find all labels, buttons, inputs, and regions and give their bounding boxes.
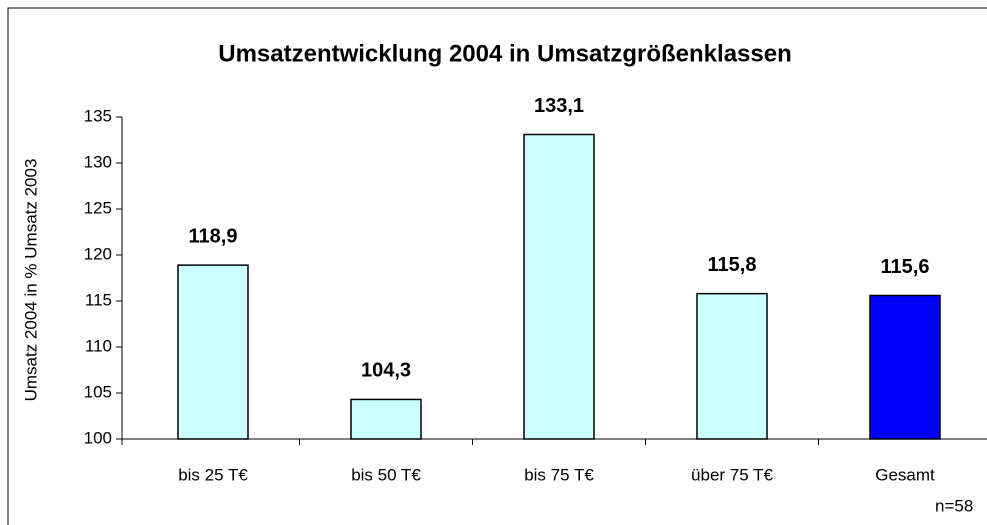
value-label: 104,3 bbox=[361, 360, 411, 382]
bar bbox=[869, 294, 941, 440]
bar bbox=[523, 133, 595, 440]
y-axis-label: Umsatz 2004 in % Umsatz 2003 bbox=[21, 159, 40, 402]
x-tick-label: Gesamt bbox=[875, 465, 935, 484]
x-tick-label: über 75 T€ bbox=[691, 465, 773, 484]
x-tick-label: bis 25 T€ bbox=[178, 465, 248, 484]
value-label: 118,9 bbox=[189, 225, 238, 247]
y-tick-label: 105 bbox=[84, 382, 112, 401]
chart-title: Umsatzentwicklung 2004 in Umsatzgrößenkl… bbox=[218, 40, 792, 67]
bar bbox=[696, 292, 768, 440]
y-tick-label: 125 bbox=[84, 198, 112, 217]
y-tick-label: 130 bbox=[84, 152, 112, 171]
value-label: 115,6 bbox=[881, 256, 930, 278]
y-tick-label: 100 bbox=[84, 428, 112, 447]
y-tick-label: 110 bbox=[85, 336, 112, 355]
x-tick-label: bis 50 T€ bbox=[351, 465, 421, 484]
y-tick-label: 115 bbox=[85, 290, 112, 309]
y-tick-label: 120 bbox=[84, 244, 112, 263]
value-label: 115,8 bbox=[708, 254, 757, 276]
x-tick-label: bis 75 T€ bbox=[524, 465, 594, 484]
bar bbox=[177, 264, 249, 440]
annotation: n=58 bbox=[935, 496, 973, 515]
chart-frame bbox=[7, 7, 987, 525]
bar bbox=[350, 398, 422, 440]
value-label: 133,1 bbox=[534, 95, 584, 117]
y-tick-label: 135 bbox=[84, 106, 112, 125]
